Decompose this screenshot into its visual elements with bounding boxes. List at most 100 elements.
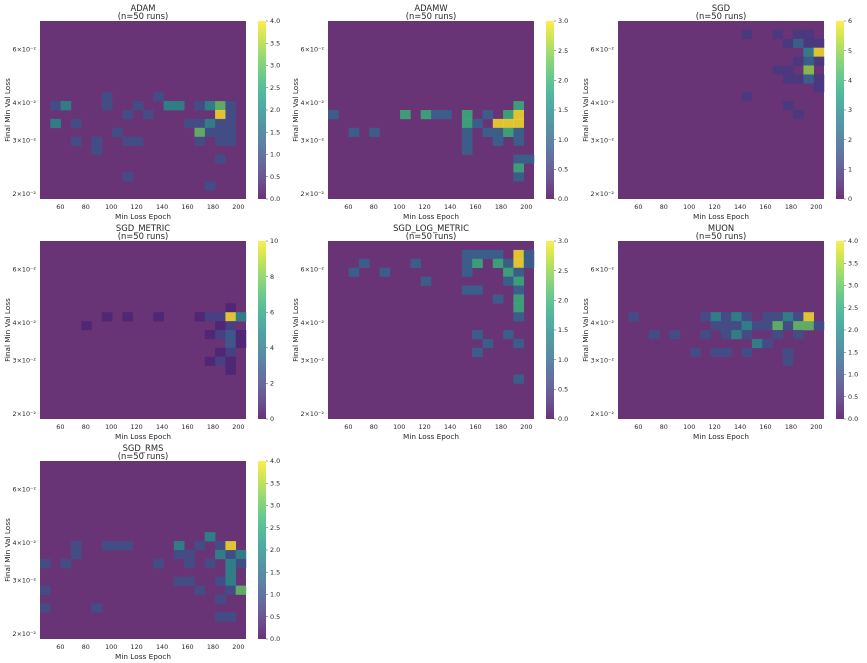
x-tick-label: 80 bbox=[660, 423, 668, 431]
chart-title: ADAMW bbox=[414, 3, 447, 13]
panel-sgd_log_metric: SGD_LOG_METRIC(n=50 runs) 60 80 100 120 140 16… bbox=[291, 223, 568, 441]
heatmap-cell bbox=[194, 312, 206, 322]
x-tick-label: 60 bbox=[56, 203, 64, 211]
heatmap-cell bbox=[204, 181, 216, 191]
heatmap-cell bbox=[772, 65, 784, 75]
heatmap-cell bbox=[772, 321, 784, 331]
heatmap-cell bbox=[112, 127, 123, 137]
panel-adamw: ADAMW(n=50 runs) 60 80 100 120 140 160 180 200 Mi… bbox=[291, 3, 568, 221]
colorbar-tick-label: 3.5 bbox=[848, 259, 858, 267]
heatmap-cell bbox=[721, 312, 732, 322]
heatmap-cell bbox=[461, 136, 473, 146]
chart-title: SGD_LOG_METRIC bbox=[393, 223, 469, 233]
heatmap-cell bbox=[523, 154, 535, 164]
heatmap-cell bbox=[40, 603, 51, 613]
heatmap-cell bbox=[173, 541, 185, 551]
x-tick-label: 80 bbox=[660, 203, 668, 211]
heatmap-cell bbox=[648, 330, 660, 340]
colorbar-tick-label: 1.5 bbox=[270, 568, 280, 576]
heatmap-cell bbox=[91, 603, 103, 613]
heatmap-cell bbox=[410, 258, 421, 268]
heatmap-cell bbox=[215, 612, 226, 622]
heatmap-cell bbox=[513, 118, 524, 129]
heatmap-cell bbox=[513, 276, 524, 286]
heatmap-cell bbox=[215, 576, 226, 586]
heatmap-cell bbox=[772, 330, 784, 340]
heatmap-cell bbox=[215, 312, 226, 322]
x-tick-label: 180 bbox=[785, 203, 797, 211]
heatmap-cell bbox=[513, 303, 524, 313]
heatmap-cell bbox=[225, 136, 236, 146]
colorbar-tick-label: 3.0 bbox=[848, 282, 858, 290]
colorbar-tick-label: 0.5 bbox=[848, 393, 858, 401]
heatmap-cell bbox=[50, 101, 61, 111]
heatmap-cell bbox=[803, 56, 814, 66]
y-axis-label: Final Min Val Loss bbox=[581, 298, 590, 362]
panel-adam: ADAM(n=50 runs) 60 80 100 120 140 160 180 200 Min… bbox=[3, 3, 280, 221]
y-axis-label: Final Min Val Loss bbox=[3, 518, 12, 582]
heatmap-cell bbox=[782, 321, 794, 331]
heatmap-cell bbox=[225, 110, 236, 120]
x-axis-label: Min Loss Epoch bbox=[403, 212, 459, 221]
x-tick-label: 160 bbox=[181, 643, 193, 651]
heatmap-cell bbox=[700, 330, 711, 340]
x-tick-label: 200 bbox=[232, 423, 244, 431]
y-tick-label: 3×10⁻² bbox=[301, 357, 325, 365]
x-tick-label: 80 bbox=[82, 203, 90, 211]
heatmap-cell bbox=[513, 127, 524, 137]
heatmap-cell bbox=[163, 101, 175, 111]
heatmap-cell bbox=[194, 541, 206, 551]
panel-sgd_metric: SGD_METRIC(n=50 runs)60 80 100 120 140 160 180… bbox=[3, 223, 278, 441]
colorbar-tick-label: 2 bbox=[848, 136, 852, 144]
heatmap-cell bbox=[225, 365, 236, 375]
heatmap-cell bbox=[782, 312, 794, 322]
heatmap-cell bbox=[235, 312, 247, 322]
heatmap-cell bbox=[215, 110, 226, 120]
heatmap-cell bbox=[225, 567, 236, 577]
colorbar-tick-label: 1.5 bbox=[270, 128, 280, 136]
colorbar bbox=[836, 241, 844, 419]
y-tick-label: 2×10⁻² bbox=[13, 190, 37, 198]
colorbar-tick-label: 6 bbox=[270, 308, 274, 316]
heatmap-cell bbox=[793, 74, 804, 84]
heatmap-cell bbox=[153, 312, 164, 322]
x-tick-label: 180 bbox=[207, 643, 219, 651]
heatmap-cell bbox=[173, 576, 185, 586]
colorbar-tick-label: 0.5 bbox=[558, 166, 568, 174]
heatmap-cell bbox=[793, 321, 804, 331]
heatmap-cell bbox=[513, 312, 524, 322]
heatmap-cell bbox=[225, 347, 236, 357]
heatmap-cell bbox=[235, 550, 247, 560]
heatmap-cell bbox=[122, 541, 133, 551]
chart-title: ADAM bbox=[131, 3, 156, 13]
x-axis-label: Min Loss Epoch bbox=[403, 432, 459, 441]
y-tick-label: 6×10⁻² bbox=[301, 266, 325, 274]
colorbar-tick-label: 3.5 bbox=[270, 479, 280, 487]
colorbar-tick-label: 3.0 bbox=[558, 237, 568, 245]
heatmap-cell bbox=[60, 101, 72, 111]
heatmap-cell bbox=[215, 541, 226, 551]
heatmap-cell bbox=[194, 118, 206, 129]
heatmap-cell bbox=[184, 576, 195, 586]
heatmap-cell bbox=[782, 356, 794, 366]
heatmap-cell bbox=[215, 356, 226, 366]
chart-subtitle: (n=50 runs) bbox=[118, 231, 169, 241]
colorbar-tick-label: 0.0 bbox=[270, 195, 280, 203]
x-tick-label: 200 bbox=[810, 203, 822, 211]
heatmap-cell bbox=[91, 136, 103, 146]
heatmap-cell bbox=[513, 294, 524, 304]
heatmap-cell bbox=[731, 321, 742, 331]
x-tick-label: 160 bbox=[469, 423, 481, 431]
y-tick-label: 2×10⁻² bbox=[591, 190, 615, 198]
heatmap-cell bbox=[503, 267, 514, 277]
heatmap-cell bbox=[741, 347, 753, 357]
heatmap-cell bbox=[400, 110, 411, 120]
heatmap-cell bbox=[513, 110, 524, 120]
colorbar-tick-label: 1 bbox=[848, 166, 852, 174]
y-tick-label: 6×10⁻² bbox=[13, 486, 37, 494]
x-axis-label: Min Loss Epoch bbox=[115, 432, 171, 441]
heatmap-cell bbox=[472, 118, 483, 129]
panel-sgd_rms: SGD_RMS(n=50 runs) 60 80 100 120 140 160 180 200… bbox=[3, 443, 280, 661]
heatmap-cell bbox=[813, 47, 825, 57]
heatmap-cell bbox=[793, 330, 804, 340]
